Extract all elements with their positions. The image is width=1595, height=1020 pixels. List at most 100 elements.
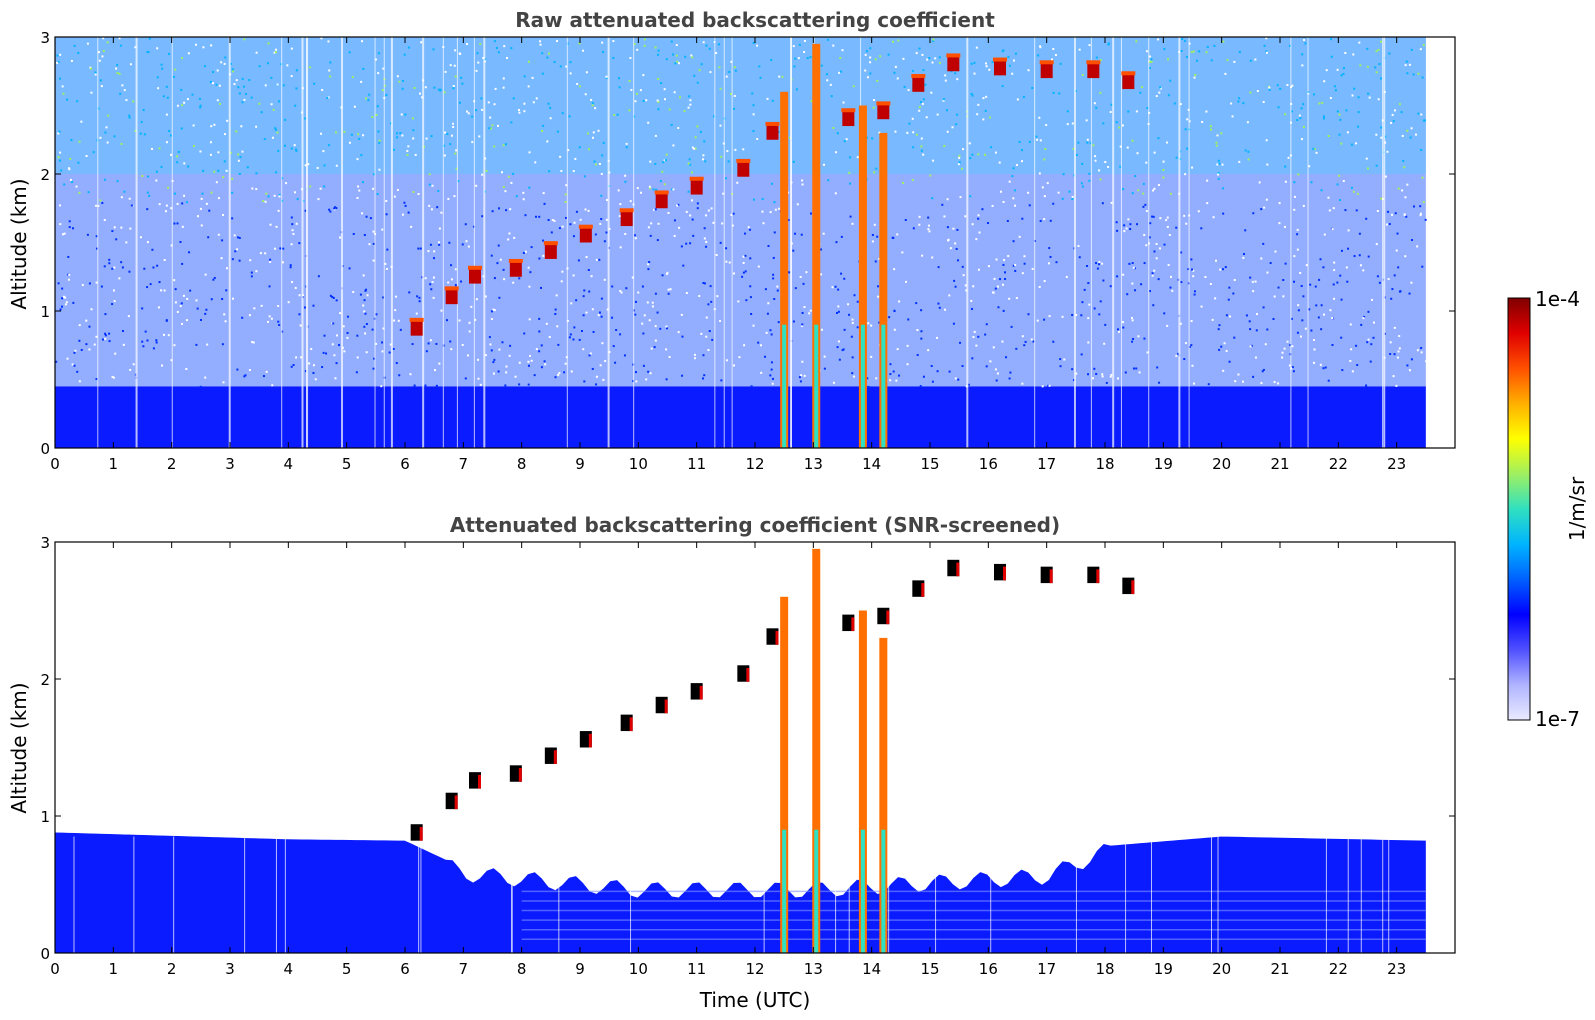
noise-speck: [1038, 285, 1041, 288]
noise-speck: [1039, 220, 1042, 223]
noise-speck: [1048, 315, 1051, 318]
noise-speck: [333, 354, 336, 357]
noise-speck: [747, 226, 750, 229]
noise-speck: [277, 149, 280, 152]
aerosol-layer-segment: [655, 191, 668, 209]
y-tick-label: 0: [40, 440, 50, 458]
boundary-layer-region: [55, 832, 1426, 953]
noise-speck: [547, 218, 550, 221]
noise-speck: [762, 222, 765, 225]
noise-speck: [602, 141, 605, 144]
noise-speck: [1254, 356, 1257, 359]
noise-speck: [878, 131, 881, 134]
noise-speck: [1419, 48, 1422, 51]
noise-speck: [691, 56, 694, 59]
noise-speck: [218, 84, 221, 87]
noise-speck: [926, 58, 929, 61]
x-tick-label: 21: [1270, 960, 1289, 978]
aerosol-layer-edge: [876, 101, 891, 106]
noise-speck: [1123, 224, 1126, 227]
noise-speck: [1297, 173, 1300, 176]
noise-speck: [1237, 100, 1240, 103]
noise-speck: [927, 228, 930, 231]
aerosol-layer-edge: [921, 583, 925, 597]
noise-speck: [896, 348, 899, 351]
noise-speck: [1126, 146, 1129, 149]
noise-speck: [1204, 276, 1207, 279]
noise-speck: [1322, 367, 1325, 370]
noise-speck: [705, 316, 708, 319]
noise-speck: [1134, 289, 1137, 292]
x-tick-label: 7: [459, 455, 469, 473]
noise-speck: [629, 57, 632, 60]
noise-speck: [322, 150, 325, 153]
noise-speck: [241, 316, 244, 319]
noise-speck: [399, 132, 402, 135]
noise-speck: [166, 96, 169, 99]
noise-speck: [1080, 353, 1083, 356]
noise-speck: [1128, 262, 1131, 265]
noise-speck: [1344, 209, 1347, 212]
noise-speck: [1400, 111, 1403, 114]
noise-speck: [356, 196, 359, 199]
noise-speck: [502, 86, 505, 89]
noise-speck: [1098, 313, 1101, 316]
noise-speck: [1346, 131, 1349, 134]
noise-speck: [1286, 83, 1289, 86]
noise-speck: [1298, 114, 1301, 117]
noise-speck: [1362, 317, 1365, 320]
noise-speck: [158, 281, 161, 284]
noise-speck: [656, 311, 659, 314]
noise-speck: [90, 91, 93, 94]
noise-speck: [557, 373, 560, 376]
noise-speck: [1047, 262, 1050, 265]
noise-speck: [937, 266, 940, 269]
noise-speck: [702, 377, 705, 380]
noise-speck: [487, 101, 490, 104]
noise-speck: [518, 277, 521, 280]
noise-speck: [183, 194, 186, 197]
noise-speck: [170, 244, 173, 247]
noise-speck: [1384, 175, 1387, 178]
noise-speck: [1301, 53, 1304, 56]
x-tick-label: 19: [1154, 960, 1173, 978]
noise-speck: [1193, 293, 1196, 296]
noise-speck: [924, 83, 927, 86]
noise-speck: [62, 92, 65, 95]
noise-speck: [916, 354, 919, 357]
noise-speck: [394, 309, 397, 312]
noise-speck: [742, 148, 745, 151]
noise-speck: [677, 62, 680, 65]
noise-speck: [1205, 51, 1208, 54]
noise-speck: [275, 225, 278, 228]
noise-speck: [499, 258, 502, 261]
noise-speck: [710, 207, 713, 210]
noise-speck: [588, 354, 591, 357]
noise-speck: [733, 94, 736, 97]
noise-speck: [920, 337, 923, 340]
noise-speck: [895, 379, 898, 382]
x-tick-label: 18: [1095, 960, 1114, 978]
noise-speck: [111, 303, 114, 306]
aerosol-layer-edge: [993, 57, 1007, 62]
colorbar-unit-label: 1/m/sr: [1565, 476, 1589, 541]
x-tick-label: 5: [342, 960, 352, 978]
noise-speck: [1340, 298, 1343, 301]
noise-speck: [523, 110, 526, 113]
noise-speck: [1121, 124, 1124, 127]
noise-speck: [803, 51, 806, 54]
noise-speck: [284, 118, 287, 121]
noise-speck: [1422, 201, 1425, 204]
noise-speck: [873, 223, 876, 226]
noise-speck: [128, 114, 131, 117]
noise-speck: [360, 80, 363, 83]
noise-speck: [1258, 181, 1261, 184]
noise-speck: [646, 301, 649, 304]
noise-speck: [1038, 172, 1041, 175]
noise-speck: [1071, 313, 1074, 316]
noise-speck: [1340, 249, 1343, 252]
noise-speck: [851, 356, 854, 359]
noise-speck: [573, 221, 576, 224]
noise-speck: [76, 100, 79, 103]
noise-speck: [1102, 122, 1105, 125]
